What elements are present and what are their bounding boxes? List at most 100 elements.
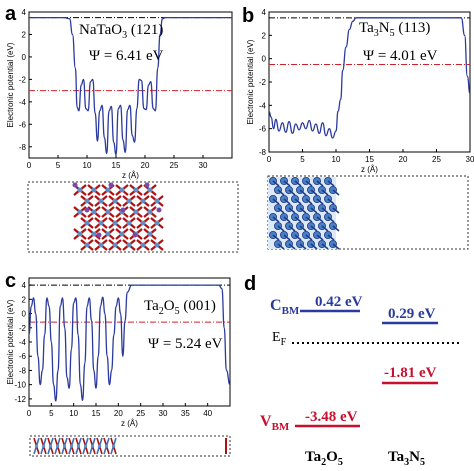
bond	[327, 180, 335, 187]
y-tick-label: -8	[259, 148, 267, 157]
ta-atom	[77, 209, 83, 215]
bond	[305, 234, 313, 241]
ta-atom	[98, 198, 104, 204]
y-axis-label: Electronic potential (eV)	[6, 42, 15, 127]
panel-letter-c: c	[5, 270, 16, 292]
na-atom	[156, 207, 162, 213]
ta-atom	[111, 444, 116, 448]
x-label-ta2o5: Ta2O5	[305, 449, 343, 468]
bond	[272, 234, 280, 241]
ta-atom	[77, 231, 83, 237]
ta3n5-vbm-value: -1.81 eV	[384, 365, 437, 381]
ta-atom	[140, 198, 146, 204]
x-tick-label: 5	[300, 155, 305, 164]
x-tick-label: 15	[92, 409, 101, 418]
bond	[288, 225, 296, 232]
y-tick-label: -8	[19, 143, 27, 152]
na-atom	[120, 207, 126, 213]
ta-atom	[84, 220, 90, 226]
y-tick-label: -2	[259, 78, 267, 87]
y-tick-label: -6	[259, 125, 267, 134]
bond	[283, 234, 291, 241]
material-label-part: 2	[159, 306, 164, 317]
material-label-part: (001)	[180, 298, 216, 314]
bond	[294, 216, 302, 223]
ta-atom	[133, 209, 139, 215]
x-tick-label: 25	[170, 161, 179, 170]
bond	[283, 180, 291, 187]
bond	[305, 180, 313, 187]
bond	[332, 243, 340, 250]
x-axis-label: z (Å)	[122, 171, 139, 180]
ta-atom	[97, 444, 102, 448]
material-label-part: Ta	[144, 298, 159, 314]
ta-atom	[147, 187, 153, 193]
ta-atom	[91, 231, 97, 237]
ta-atom	[154, 220, 160, 226]
bond	[272, 198, 280, 205]
material-label-part: 3	[122, 30, 127, 41]
x-tick-label: 0	[27, 161, 32, 170]
bond	[332, 189, 340, 196]
bond	[294, 234, 302, 241]
x-tick-label: 20	[141, 161, 150, 170]
bond	[277, 225, 285, 232]
x-tick-label: 25	[136, 409, 145, 418]
material-label: Ta2O5 (001)	[144, 298, 216, 317]
na-atom	[132, 232, 138, 238]
x-tick-label: 0	[27, 409, 32, 418]
bond	[305, 216, 313, 223]
ta-atom	[112, 242, 118, 248]
x-tick-label: 30	[199, 161, 208, 170]
ta3n5-cbm-value: 0.29 eV	[388, 306, 436, 322]
material-label-part: Ta	[359, 20, 374, 36]
bond	[294, 180, 302, 187]
y-tick-label: 0	[22, 53, 27, 62]
structure-a	[27, 181, 239, 253]
y-tick-label: -6	[19, 352, 27, 361]
ta-atom	[69, 444, 74, 448]
y-tick-label: 4	[262, 8, 267, 17]
bond	[299, 189, 307, 196]
x-tick-label: 30	[159, 409, 168, 418]
ta-atom	[126, 198, 132, 204]
bond	[316, 180, 324, 187]
material-label-part: 5	[175, 306, 180, 317]
y-tick-label: 2	[22, 295, 27, 304]
material-label-part: N	[379, 20, 390, 36]
structure-c	[29, 435, 231, 457]
ta-atom	[34, 444, 39, 448]
ta-atom	[147, 209, 153, 215]
ta-atom	[140, 242, 146, 248]
work-function-label: Ψ = 5.24 eV	[148, 336, 223, 352]
y-tick-label: -6	[19, 120, 27, 129]
bond	[283, 198, 291, 205]
ta-atom	[104, 444, 109, 448]
panel-letter-b: b	[242, 5, 254, 27]
bond	[288, 189, 296, 196]
ta-atom	[119, 187, 125, 193]
bond	[272, 180, 280, 187]
bond	[321, 189, 329, 196]
structure-box	[29, 435, 231, 457]
bond	[310, 207, 318, 214]
ta-atom	[126, 242, 132, 248]
bond	[299, 207, 307, 214]
bond	[321, 225, 329, 232]
band-diagram-d: CBM 0.42 eV 0.29 eV EF -1.81 eV VBM -3.4…	[260, 294, 462, 468]
ta2o5-cbm-value: 0.42 eV	[315, 294, 363, 310]
na-atom	[108, 182, 114, 188]
y-tick-label: -2	[19, 75, 27, 84]
bond	[310, 243, 318, 250]
x-label-ta3n5: Ta3N5	[388, 449, 425, 468]
na-atom	[84, 207, 90, 213]
bond	[272, 216, 280, 223]
ef-label: EF	[272, 330, 287, 348]
ta-atom	[77, 187, 83, 193]
y-tick-label: 2	[262, 31, 267, 40]
panel-letter-a: a	[5, 3, 17, 25]
bond	[277, 243, 285, 250]
ta-atom	[98, 220, 104, 226]
na-atom	[96, 232, 102, 238]
bond	[299, 243, 307, 250]
